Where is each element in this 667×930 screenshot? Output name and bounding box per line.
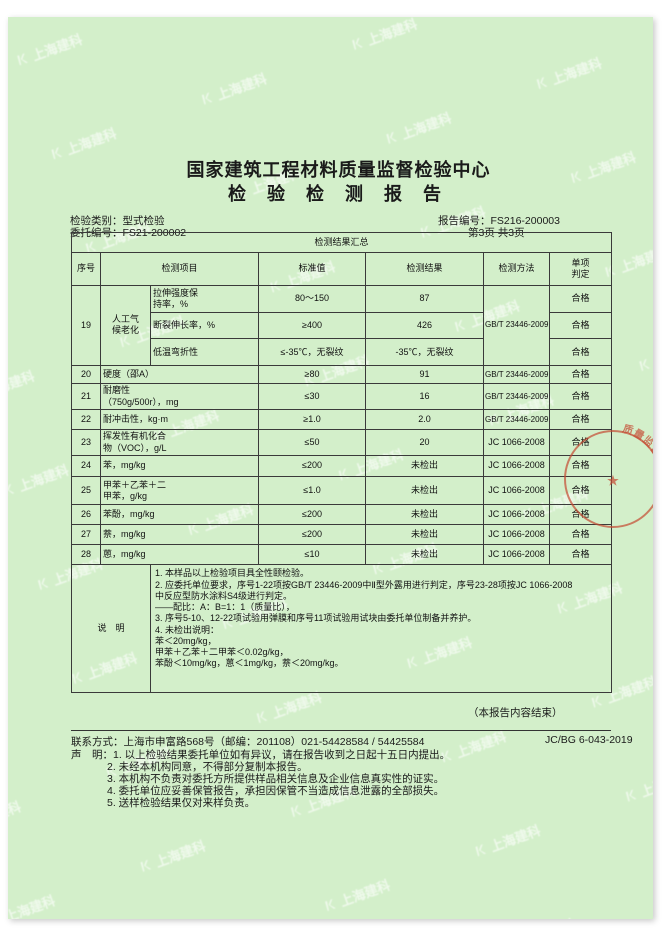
svg-text:★: ★: [607, 473, 619, 488]
svg-text:质量监督检验中心: 质量监督检验中心: [621, 422, 653, 503]
